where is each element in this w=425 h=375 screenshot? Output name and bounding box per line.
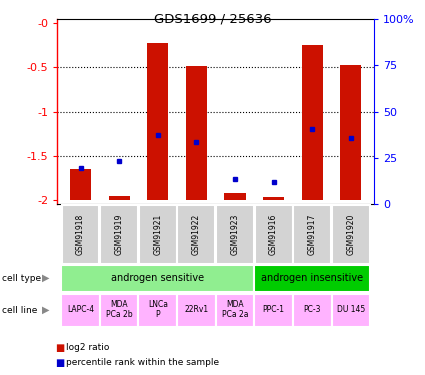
Text: MDA
PCa 2b: MDA PCa 2b xyxy=(106,300,133,319)
Text: GSM91922: GSM91922 xyxy=(192,214,201,255)
FancyBboxPatch shape xyxy=(178,205,215,264)
Bar xyxy=(302,45,323,200)
Text: GSM91921: GSM91921 xyxy=(153,214,162,255)
Text: percentile rank within the sample: percentile rank within the sample xyxy=(66,358,219,367)
FancyBboxPatch shape xyxy=(332,294,370,327)
Text: ▶: ▶ xyxy=(42,273,49,283)
Bar xyxy=(224,193,246,200)
Text: GSM91919: GSM91919 xyxy=(115,214,124,255)
Bar xyxy=(263,197,284,200)
Text: log2 ratio: log2 ratio xyxy=(66,344,109,352)
Text: GDS1699 / 25636: GDS1699 / 25636 xyxy=(154,12,271,25)
Bar xyxy=(147,43,168,200)
Text: GSM91918: GSM91918 xyxy=(76,214,85,255)
FancyBboxPatch shape xyxy=(254,294,293,327)
Text: GSM91920: GSM91920 xyxy=(346,214,355,255)
Text: GSM91917: GSM91917 xyxy=(308,214,317,255)
FancyBboxPatch shape xyxy=(100,205,138,264)
Text: ▶: ▶ xyxy=(42,305,49,315)
FancyBboxPatch shape xyxy=(254,265,370,292)
Bar xyxy=(70,169,91,200)
Text: cell line: cell line xyxy=(2,306,37,315)
Text: LAPC-4: LAPC-4 xyxy=(67,305,94,314)
FancyBboxPatch shape xyxy=(332,205,370,264)
Text: ■: ■ xyxy=(55,343,65,353)
Text: ■: ■ xyxy=(55,358,65,368)
Text: MDA
PCa 2a: MDA PCa 2a xyxy=(222,300,248,319)
Text: cell type: cell type xyxy=(2,274,41,283)
FancyBboxPatch shape xyxy=(293,294,332,327)
Text: androgen sensitive: androgen sensitive xyxy=(111,273,204,283)
Text: LNCa
P: LNCa P xyxy=(148,300,168,319)
FancyBboxPatch shape xyxy=(100,294,139,327)
FancyBboxPatch shape xyxy=(62,205,99,264)
FancyBboxPatch shape xyxy=(61,294,100,327)
Text: DU 145: DU 145 xyxy=(337,305,365,314)
Bar xyxy=(108,195,130,200)
Text: 22Rv1: 22Rv1 xyxy=(184,305,208,314)
FancyBboxPatch shape xyxy=(293,205,331,264)
Text: GSM91916: GSM91916 xyxy=(269,214,278,255)
FancyBboxPatch shape xyxy=(177,294,216,327)
FancyBboxPatch shape xyxy=(216,205,254,264)
Text: PPC-1: PPC-1 xyxy=(263,305,285,314)
FancyBboxPatch shape xyxy=(139,294,177,327)
FancyBboxPatch shape xyxy=(216,294,254,327)
Text: PC-3: PC-3 xyxy=(303,305,321,314)
Bar xyxy=(340,65,361,200)
FancyBboxPatch shape xyxy=(139,205,177,264)
FancyBboxPatch shape xyxy=(61,265,254,292)
Text: androgen insensitive: androgen insensitive xyxy=(261,273,363,283)
FancyBboxPatch shape xyxy=(255,205,292,264)
Text: GSM91923: GSM91923 xyxy=(230,214,240,255)
Bar xyxy=(186,66,207,200)
